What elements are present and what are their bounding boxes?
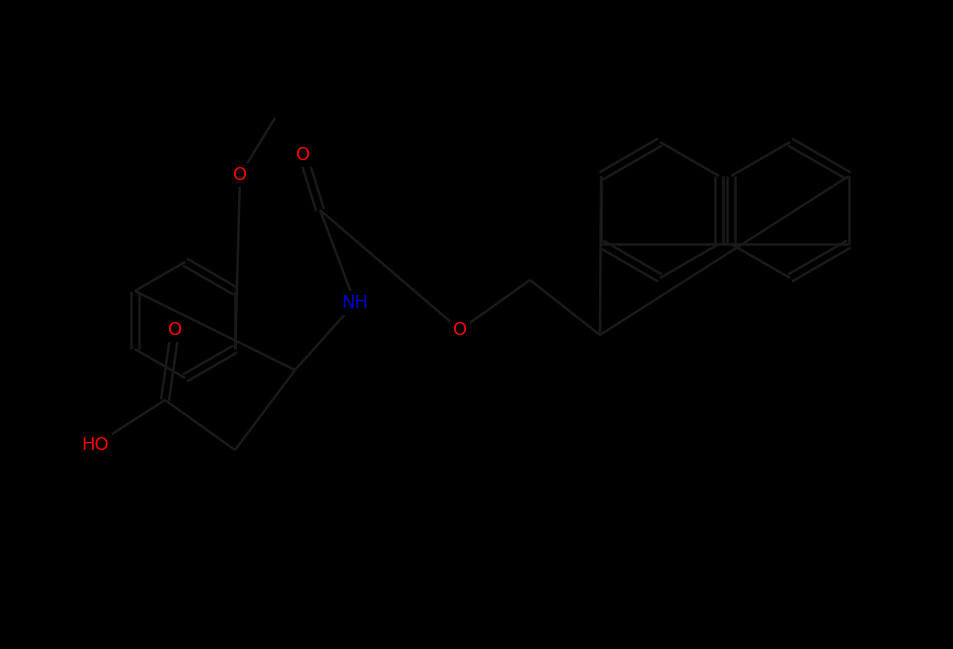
Text: O: O (295, 146, 310, 164)
Text: O: O (453, 321, 467, 339)
Text: HO: HO (81, 436, 109, 454)
Text: O: O (233, 166, 247, 184)
Text: O: O (168, 321, 182, 339)
Text: NH: NH (341, 294, 368, 312)
